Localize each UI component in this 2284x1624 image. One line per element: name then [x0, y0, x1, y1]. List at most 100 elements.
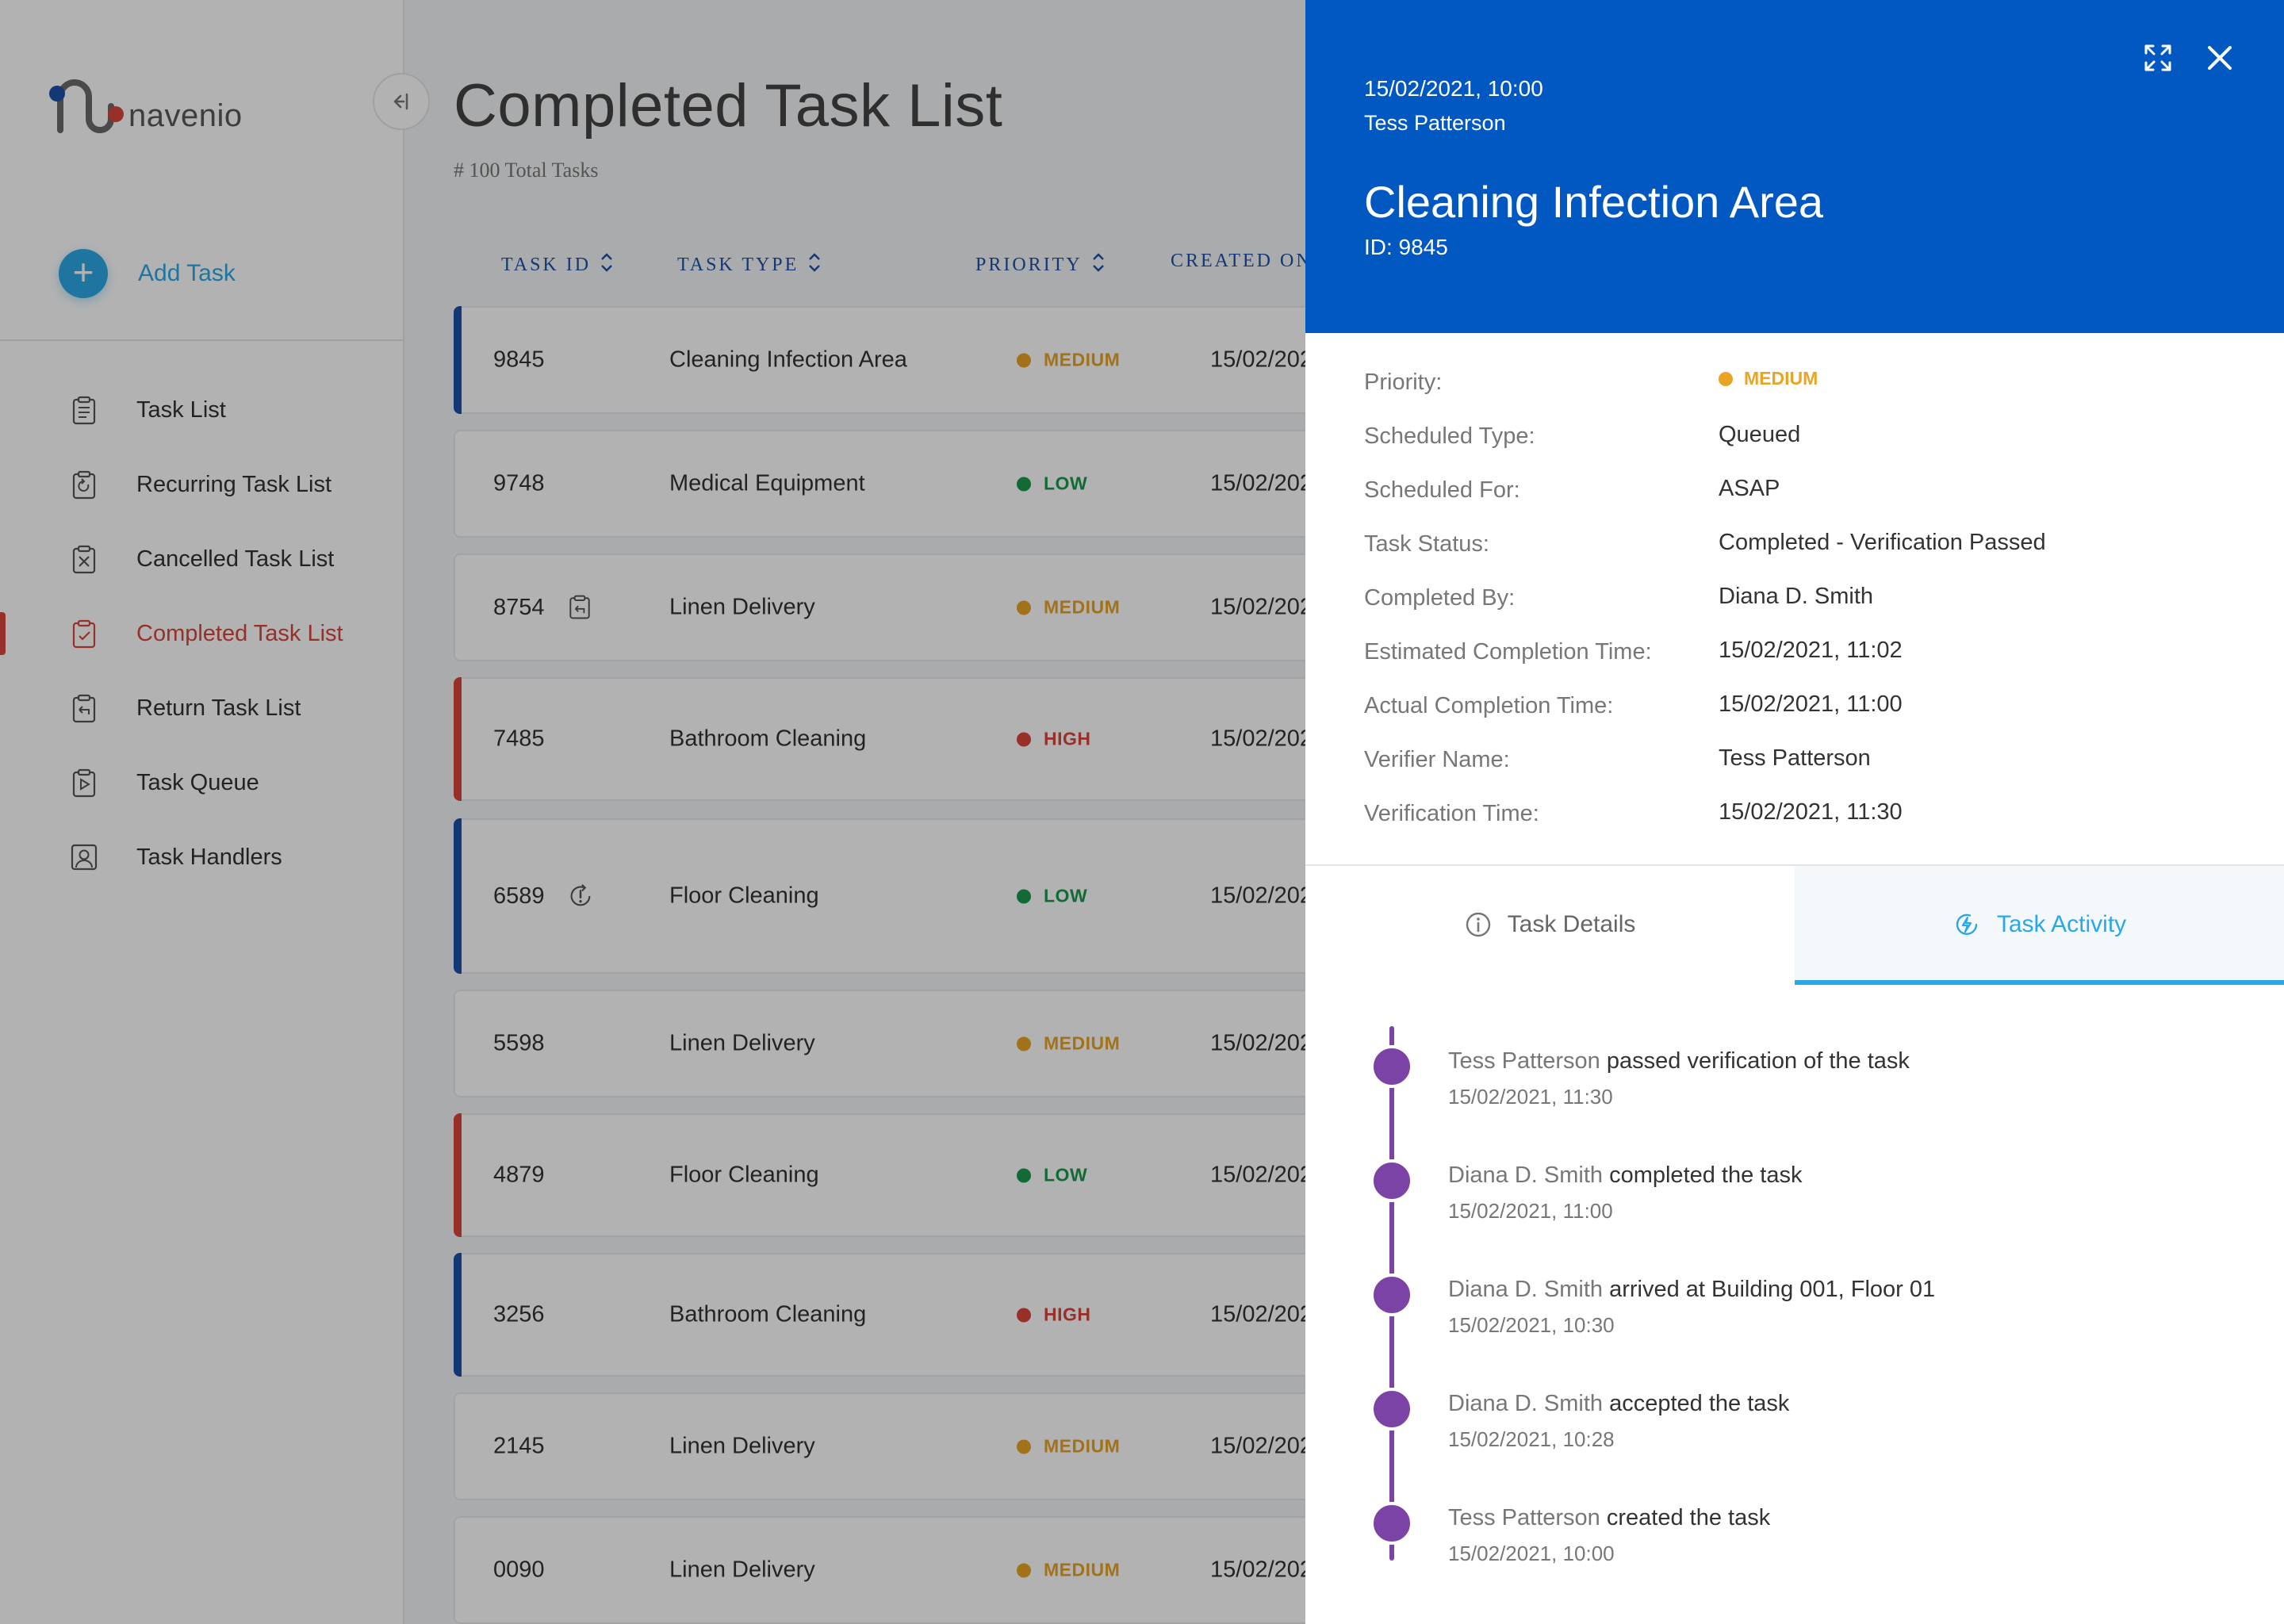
priority-badge: HIGH [1017, 1304, 1091, 1326]
task-type-cell: Medical Equipment [669, 470, 865, 496]
task-id: 2145 [493, 1433, 545, 1459]
task-type-cell: Floor Cleaning [669, 1162, 819, 1188]
detail-label: Completed By: [1364, 585, 1516, 611]
priority-dot [1017, 353, 1031, 367]
column-header-created-on[interactable]: CREATED ON [1171, 251, 1313, 272]
priority-dot [1017, 1308, 1031, 1322]
timeline-item: Diana D. Smith arrived at Building 001, … [1364, 1262, 2236, 1350]
detail-value-text: Diana D. Smith [1719, 584, 1874, 609]
column-header-task-id[interactable]: TASK ID [501, 251, 615, 280]
task-id: 4879 [493, 1162, 545, 1188]
close-icon[interactable] [2202, 40, 2238, 76]
timeline-actor: Tess Patterson [1448, 1505, 1600, 1530]
priority-dot [1017, 600, 1031, 615]
drawer-user: Tess Patterson [1364, 111, 1506, 135]
timeline-item: Diana D. Smith completed the task 15/02/2… [1364, 1148, 2236, 1235]
user-card-icon [68, 841, 100, 873]
column-header-priority[interactable]: PRIORITY [975, 251, 1106, 280]
task-type-cell: Linen Delivery [669, 1433, 815, 1459]
logo-text: navenio [128, 98, 243, 133]
detail-value: Completed - Verification Passed [1719, 530, 2046, 556]
tab-task-details[interactable]: Task Details [1305, 866, 1795, 983]
task-id: 9845 [493, 347, 545, 373]
priority-badge: MEDIUM [1017, 1436, 1120, 1457]
priority-dot [1017, 1563, 1031, 1577]
sidebar-item-return-task-list[interactable]: Return Task List [0, 671, 404, 745]
timeline-item: Diana D. Smith accepted the task 15/02/20… [1364, 1377, 2236, 1464]
task-id-cell: 3256 [493, 1302, 545, 1328]
detail-row: Scheduled Type: Queued [1364, 416, 2236, 469]
tab-task-activity[interactable]: Task Activity [1795, 866, 2284, 985]
task-id-cell: 4879 [493, 1162, 545, 1189]
timeline-time: 15/02/2021, 10:28 [1448, 1427, 1615, 1451]
task-type-cell: Bathroom Cleaning [669, 1301, 867, 1327]
collapse-sidebar-button[interactable] [373, 73, 430, 130]
sidebar-item-completed-task-list[interactable]: Completed Task List [0, 596, 404, 671]
priority-label: MEDIUM [1044, 1559, 1121, 1580]
priority-badge: HIGH [1017, 729, 1091, 750]
task-id: 6589 [493, 883, 545, 909]
detail-row: Priority: MEDIUM [1364, 362, 2236, 416]
logo-mark [49, 79, 124, 133]
task-id: 0090 [493, 1557, 545, 1583]
timeline-actor: Diana D. Smith [1448, 1391, 1604, 1416]
priority-label: LOW [1044, 473, 1088, 494]
tab-task-activity-label: Task Activity [1996, 911, 2127, 937]
clipboard-check-icon [68, 618, 100, 649]
priority-badge: MEDIUM [1017, 1560, 1120, 1581]
task-type-cell: Bathroom Cleaning [669, 726, 867, 752]
sidebar-item-label: Recurring Task List [136, 471, 332, 497]
timeline-text: Diana D. Smith accepted the task [1448, 1391, 1789, 1417]
timeline-actor: Diana D. Smith [1448, 1162, 1604, 1188]
priority-dot [1017, 477, 1031, 491]
expand-icon[interactable] [2140, 40, 2176, 76]
sidebar-item-label: Task Handlers [136, 844, 282, 870]
timeline-text: Diana D. Smith arrived at Building 001, … [1448, 1277, 1935, 1303]
clipboard-list-icon [68, 394, 100, 426]
detail-label: Priority: [1364, 370, 1443, 395]
sidebar-item-task-queue[interactable]: Task Queue [0, 745, 404, 820]
task-type-cell: Linen Delivery [669, 1557, 815, 1583]
timeline-text: Diana D. Smith completed the task [1448, 1162, 1803, 1189]
task-id: 9748 [493, 470, 545, 496]
drawer-header: 15/02/2021, 10:00 Tess Patterson Cleanin… [1305, 0, 2284, 333]
detail-value-text: ASAP [1719, 476, 1780, 501]
detail-value-text: Completed - Verification Passed [1719, 530, 2046, 555]
page-title: Completed Task List [454, 72, 1003, 140]
timeline-text: Tess Patterson created the task [1448, 1505, 1770, 1531]
priority-label: LOW [1044, 885, 1088, 906]
task-details-list: Priority: MEDIUM Scheduled Type: Queued Sche… [1364, 362, 2236, 847]
timeline-action: created the task [1606, 1505, 1771, 1530]
sidebar-item-task-handlers[interactable]: Task Handlers [0, 820, 404, 894]
column-label: PRIORITY [975, 255, 1083, 275]
add-task-button[interactable]: + Add Task [59, 249, 236, 298]
sidebar-item-recurring-task-list[interactable]: Recurring Task List [0, 447, 404, 522]
detail-label: Task Status: [1364, 531, 1489, 557]
detail-row: Verifier Name: Tess Patterson [1364, 739, 2236, 793]
drawer-tabs: Task Details Task Activity [1305, 864, 2284, 985]
column-label: TASK TYPE [677, 255, 799, 275]
priority-dot [1017, 889, 1031, 903]
column-header-task-type[interactable]: TASK TYPE [677, 251, 822, 280]
task-id-cell: 2145 [493, 1434, 545, 1460]
timeline-text: Tess Patterson passed verification of th… [1448, 1048, 1910, 1074]
priority-badge: LOW [1017, 1165, 1087, 1186]
sidebar-item-task-list[interactable]: Task List [0, 373, 404, 447]
priority-badge: LOW [1017, 473, 1087, 495]
task-id-cell: 8754 [493, 593, 594, 622]
total-tasks-count: # 100 Total Tasks [454, 159, 599, 182]
sidebar-item-cancelled-task-list[interactable]: Cancelled Task List [0, 522, 404, 596]
task-type-cell: Linen Delivery [669, 1030, 815, 1056]
clipboard-play-icon [68, 767, 100, 799]
timeline-item: Tess Patterson created the task 15/02/202… [1364, 1491, 2236, 1578]
timeline-time: 15/02/2021, 10:30 [1448, 1313, 1615, 1337]
timeline-action: accepted the task [1609, 1391, 1790, 1416]
sort-icon [807, 251, 822, 280]
timeline-actor: Diana D. Smith [1448, 1277, 1604, 1302]
activity-timeline: Tess Patterson passed verification of th… [1364, 1026, 2236, 1565]
detail-value-text: Queued [1719, 422, 1801, 447]
detail-label: Verification Time: [1364, 801, 1539, 826]
column-label: CREATED ON [1171, 251, 1313, 271]
clipboard-return-icon [68, 692, 100, 724]
task-id-cell: 7485 [493, 726, 545, 753]
